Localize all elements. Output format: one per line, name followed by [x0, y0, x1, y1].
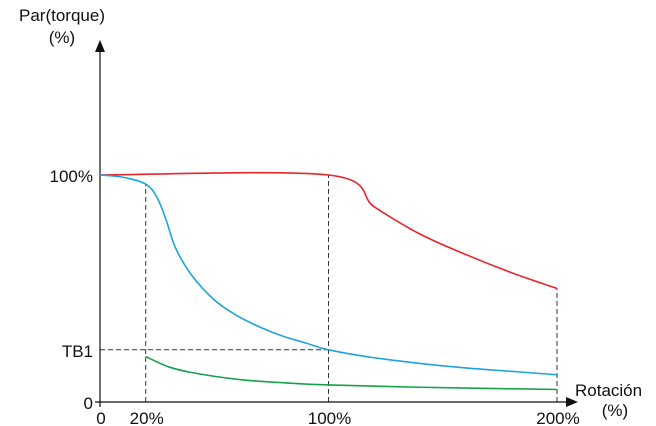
- x-axis-title-line1: Rotación: [575, 381, 642, 400]
- series-line-1: [99, 174, 558, 376]
- x-axis-title-line2: (%): [602, 401, 628, 420]
- y-axis-arrow: [95, 40, 105, 52]
- series-line-2: [145, 355, 558, 391]
- x-tick-label-1: 20%: [130, 409, 164, 426]
- series: [99, 171, 558, 391]
- tick-labels: 0 20% 100% 200% 0 TB1 100%: [50, 167, 580, 426]
- y-tick-label-1: TB1: [62, 342, 93, 361]
- axes: [95, 40, 578, 407]
- y-axis-title-line1: Par(torque): [19, 6, 105, 25]
- labels: Par(torque) (%) Rotación (%): [19, 6, 642, 420]
- y-axis-title-line2: (%): [49, 28, 75, 47]
- guide-lines: [100, 175, 558, 402]
- x-axis-arrow: [566, 397, 578, 407]
- x-tick-label-0: 0: [96, 409, 105, 426]
- y-tick-label-2: 100%: [50, 167, 93, 186]
- x-tick-label-3: 200%: [536, 409, 579, 426]
- y-tick-label-0: 0: [84, 394, 93, 413]
- series-line-0: [99, 171, 558, 290]
- x-tick-label-2: 100%: [308, 409, 351, 426]
